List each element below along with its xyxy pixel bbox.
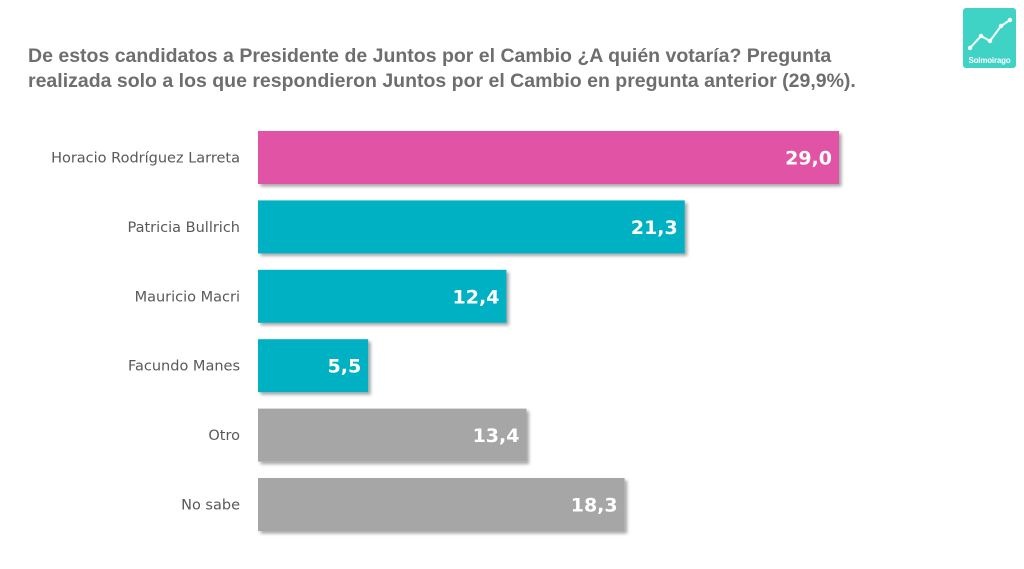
line-chart-icon	[963, 8, 1016, 68]
bar-1	[258, 200, 685, 254]
bar-group: Horacio Rodríguez Larreta 29,0 Patricia Bu…	[51, 131, 839, 531]
value-label-0: 29,0	[785, 148, 832, 170]
bar-2	[258, 269, 507, 323]
bar-3	[258, 339, 369, 393]
value-label-5: 18,3	[571, 495, 618, 517]
category-label-3: Facundo Manes	[128, 359, 240, 375]
bar-0	[258, 131, 839, 184]
brand-logo: Solmoirago	[963, 8, 1016, 68]
brand-logo-text: Solmoirago	[968, 56, 1011, 65]
category-label-4: Otro	[208, 428, 240, 444]
value-label-2: 12,4	[453, 286, 500, 308]
bar-5	[258, 478, 625, 531]
category-label-0: Horacio Rodríguez Larreta	[51, 151, 240, 167]
bar-4	[258, 408, 527, 462]
category-label-1: Patricia Bullrich	[128, 220, 241, 236]
chart-title: De estos candidatos a Presidente de Junt…	[28, 44, 948, 94]
value-label-1: 21,3	[631, 217, 678, 239]
chart-title-line-1: De estos candidatos a Presidente de Junt…	[28, 45, 832, 67]
value-label-4: 13,4	[473, 425, 520, 447]
category-label-5: No sabe	[181, 498, 240, 514]
category-label-2: Mauricio Macri	[135, 289, 240, 305]
chart-title-line-2: realizada solo a los que respondieron Ju…	[28, 70, 856, 92]
value-label-3: 5,5	[328, 356, 362, 378]
